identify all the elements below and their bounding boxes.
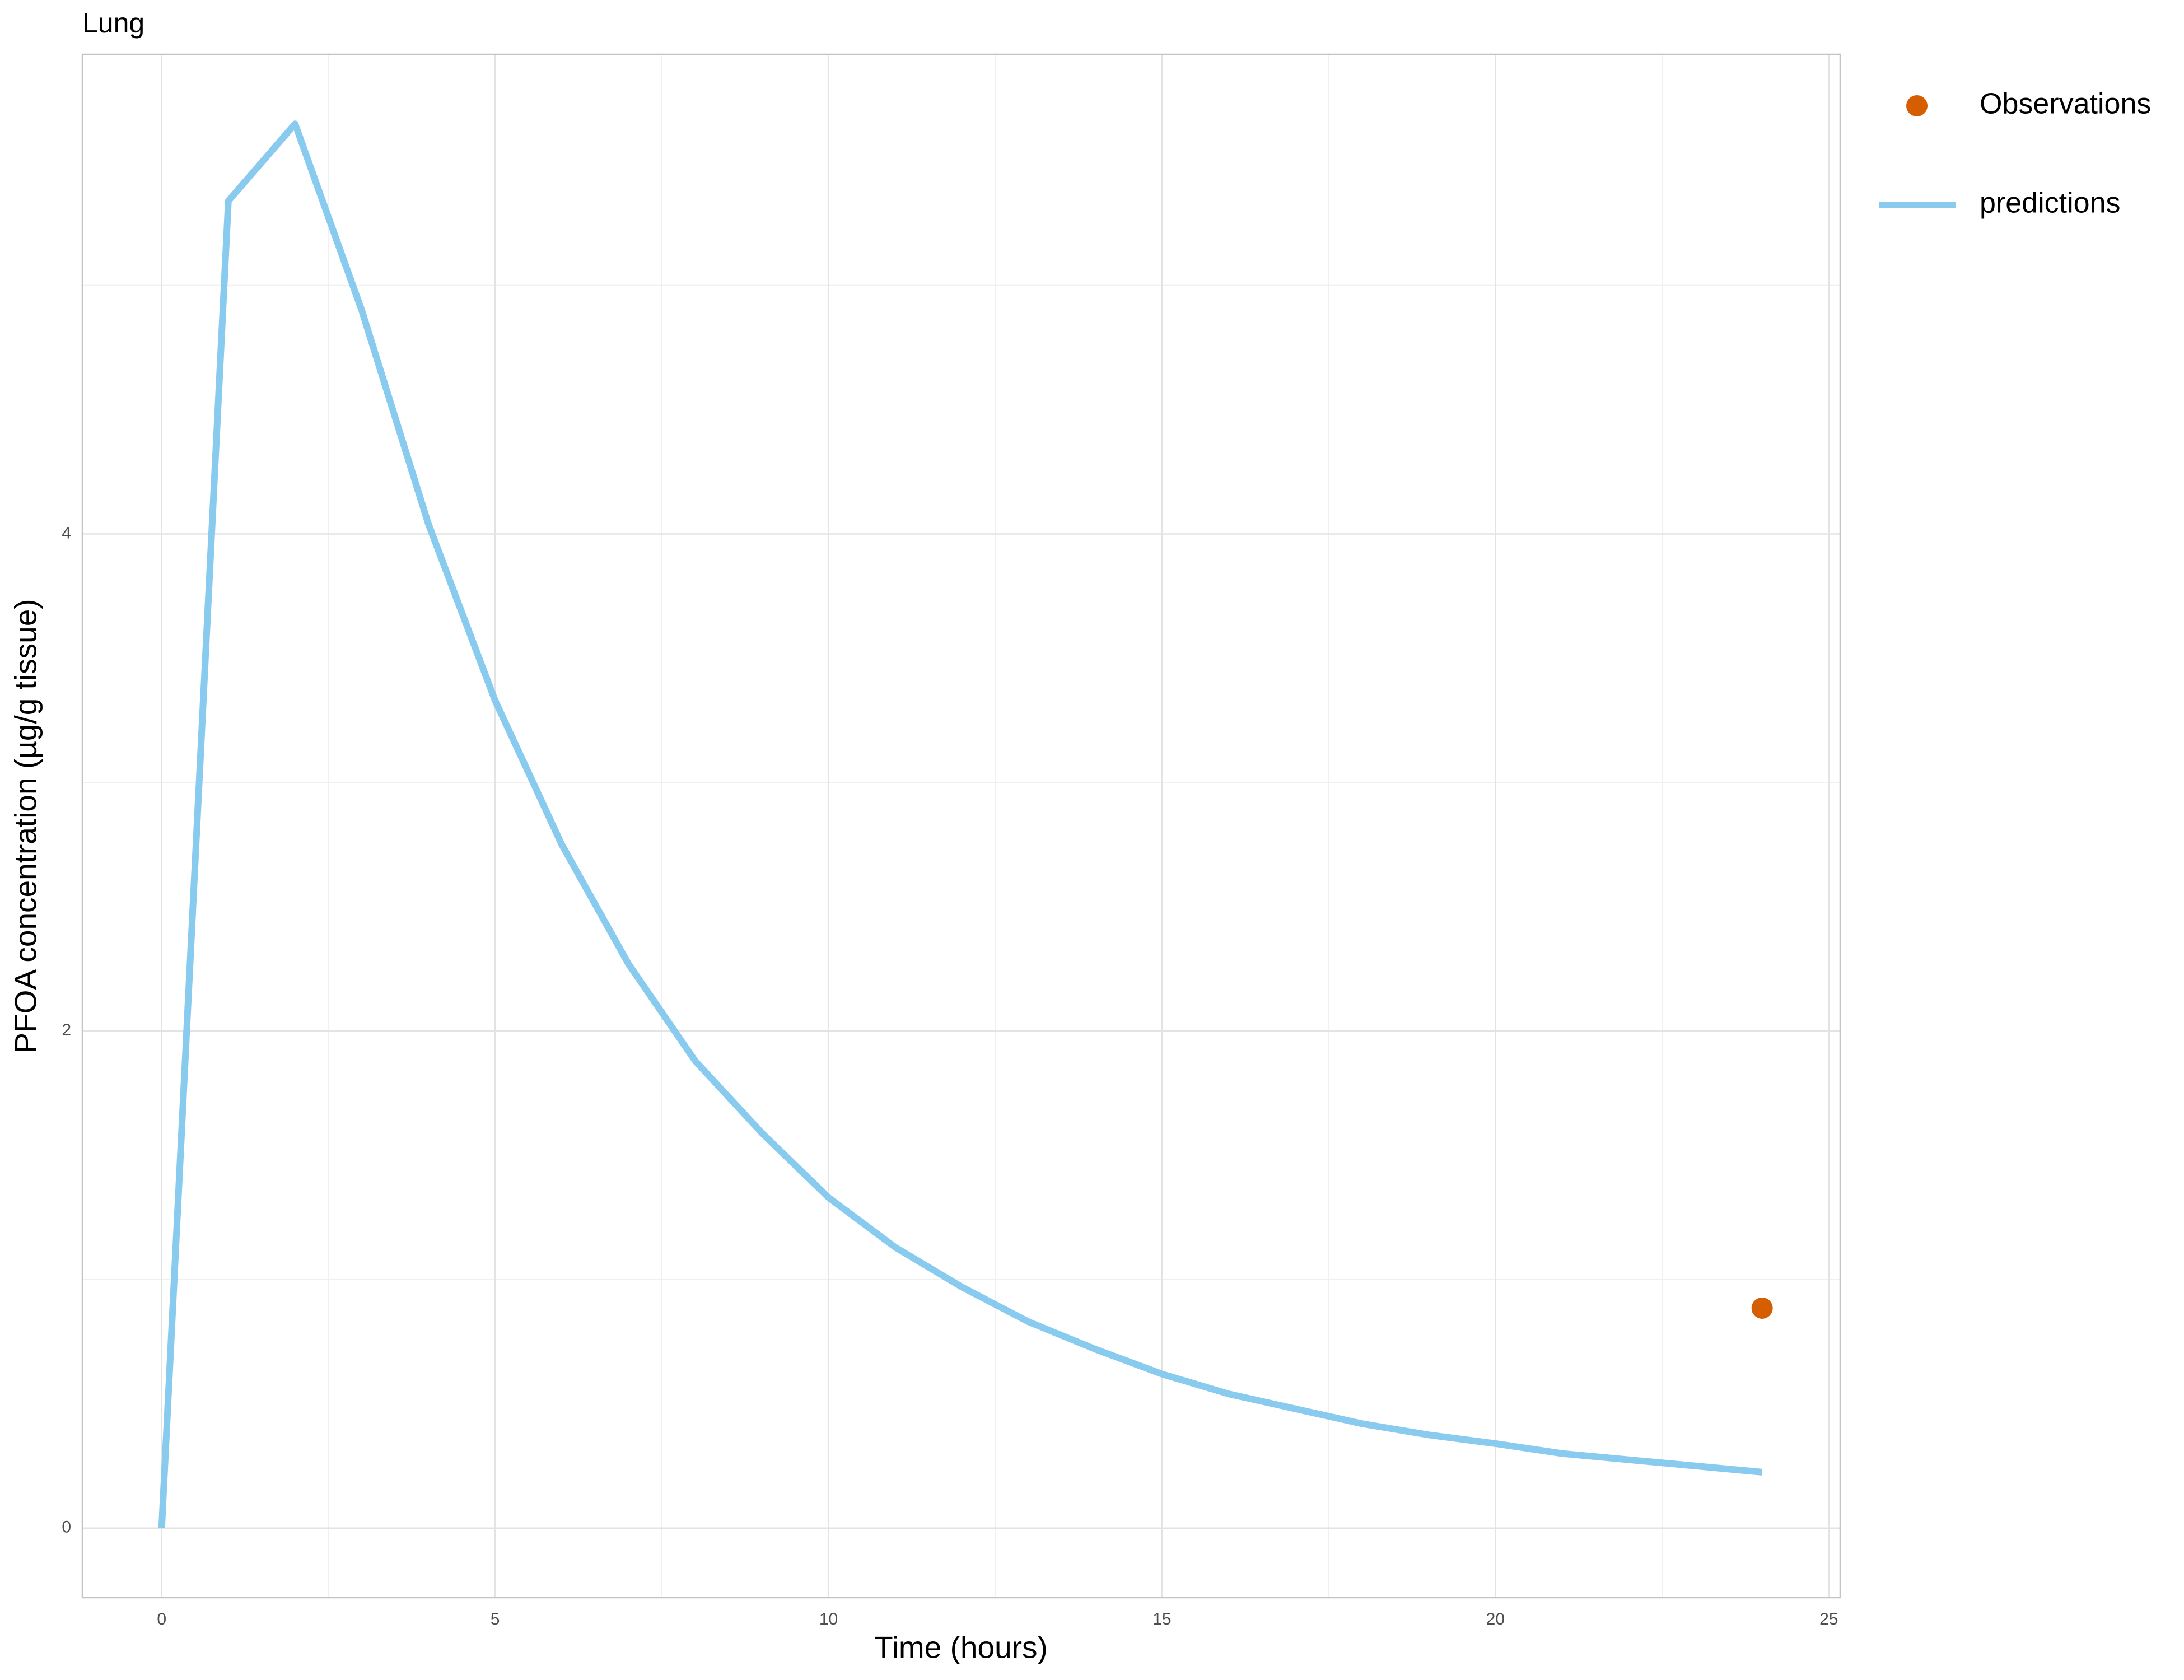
chart-title: Lung xyxy=(82,7,144,39)
x-tick-label: 5 xyxy=(491,1610,500,1628)
legend-label: Observations xyxy=(1980,88,2151,120)
x-axis-title: Time (hours) xyxy=(874,1630,1048,1665)
legend-symbol xyxy=(1906,95,1928,116)
y-tick-label: 4 xyxy=(62,524,71,542)
plot-border xyxy=(81,53,1841,1599)
x-tick-label: 10 xyxy=(819,1610,838,1628)
legend-label: predictions xyxy=(1980,187,2120,220)
x-tick-label: 0 xyxy=(157,1610,166,1628)
observation-point xyxy=(1751,1297,1773,1319)
x-tick-label: 25 xyxy=(1819,1610,1838,1628)
x-tick-label: 15 xyxy=(1152,1610,1171,1628)
y-tick-label: 2 xyxy=(62,1021,71,1039)
x-tick-label: 20 xyxy=(1486,1610,1505,1628)
prediction-line xyxy=(158,120,1763,1529)
y-tick-label: 0 xyxy=(62,1518,71,1537)
y-axis-title: PFOA concentration (µg/g tissue) xyxy=(8,599,43,1053)
